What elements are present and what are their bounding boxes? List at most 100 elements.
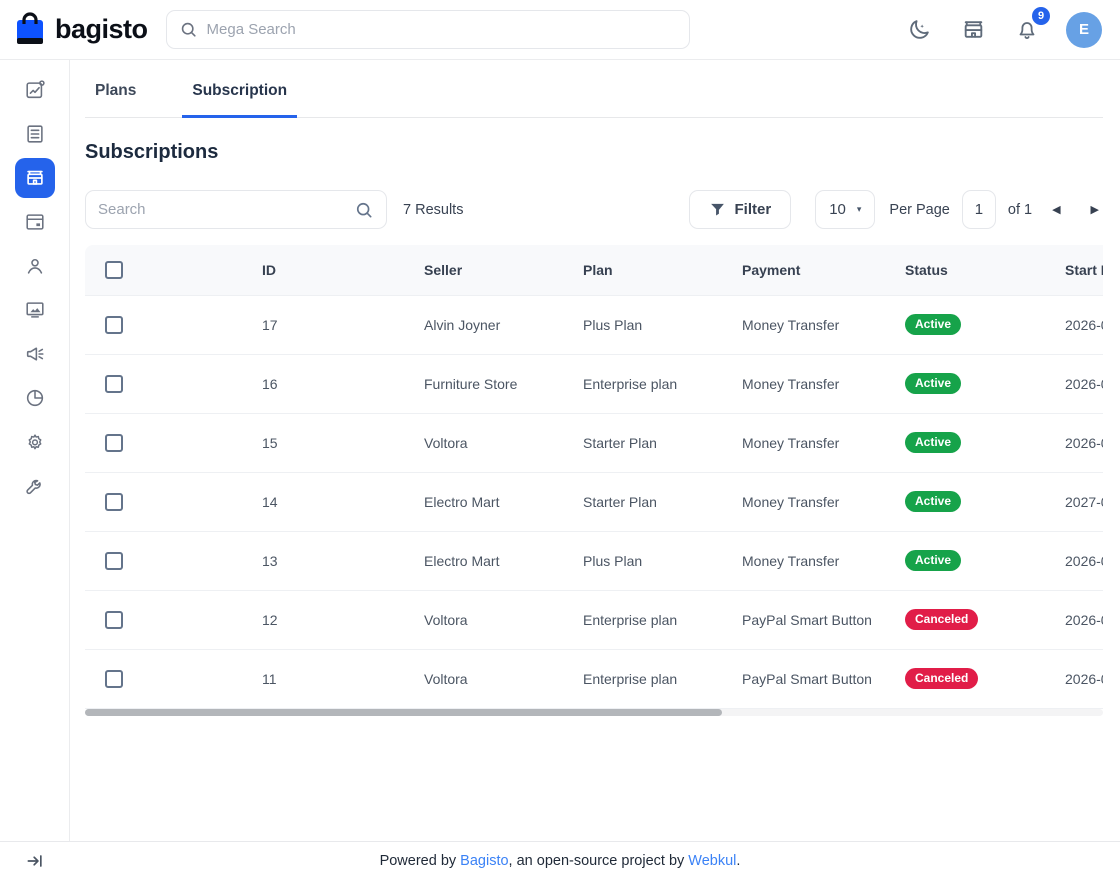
column-header-start-date: Start Date	[1065, 245, 1103, 295]
subscriptions-table-viewport: ID Seller Plan Payment Status Start Date…	[85, 245, 1103, 709]
subscriptions-table: ID Seller Plan Payment Status Start Date…	[85, 245, 1103, 709]
dark-mode-toggle[interactable]	[905, 15, 934, 44]
cell-status: Canceled	[905, 649, 1065, 709]
row-checkbox[interactable]	[105, 669, 123, 688]
tab-plans[interactable]: Plans	[85, 64, 146, 118]
cell-id: 12	[262, 590, 424, 650]
avatar-initial: E	[1078, 21, 1089, 38]
table-row: 15 Voltora Starter Plan Money Transfer A…	[85, 413, 1103, 473]
expand-sidebar-button[interactable]	[23, 849, 47, 873]
storefront-link[interactable]	[959, 15, 988, 44]
table-row: 16 Furniture Store Enterprise plan Money…	[85, 354, 1103, 414]
notification-count-badge: 9	[1032, 6, 1050, 25]
status-badge: Active	[905, 373, 962, 394]
bagisto-link[interactable]: Bagisto	[460, 853, 509, 869]
cell-seller: Voltora	[424, 413, 583, 473]
next-page-button[interactable]: ▶	[1087, 199, 1103, 220]
cell-id: 15	[262, 413, 424, 473]
row-checkbox[interactable]	[105, 433, 123, 452]
per-page-select[interactable]: 10 ▾	[815, 190, 876, 229]
row-checkbox[interactable]	[105, 551, 123, 570]
row-checkbox[interactable]	[105, 610, 123, 629]
credits-middle-text: , an open-source project by	[508, 853, 689, 869]
cell-payment: Money Transfer	[742, 531, 905, 591]
grid-search-input[interactable]	[98, 201, 346, 218]
mega-search-input[interactable]	[206, 21, 677, 38]
cell-status: Active	[905, 531, 1065, 591]
page-number-input[interactable]	[961, 190, 996, 229]
search-icon	[356, 202, 372, 217]
customers-icon	[27, 258, 42, 274]
cell-start-date: 2027-0	[1065, 472, 1103, 532]
tab-subscription[interactable]: Subscription	[182, 64, 298, 118]
cell-start-date: 2026-0	[1065, 590, 1103, 650]
cell-seller: Electro Mart	[424, 531, 583, 591]
sidebar-item-dashboard[interactable]	[15, 70, 55, 110]
table-body: 17 Alvin Joyner Plus Plan Money Transfer…	[85, 294, 1103, 709]
sidebar-item-reporting[interactable]	[15, 378, 55, 418]
page-title: Subscriptions	[85, 141, 219, 163]
marketing-icon	[26, 347, 44, 361]
sidebar-item-configure[interactable]	[15, 466, 55, 506]
sidebar-item-cms[interactable]	[15, 290, 55, 330]
cell-payment: PayPal Smart Button	[742, 590, 905, 650]
status-badge: Canceled	[905, 609, 979, 630]
cell-seller: Electro Mart	[424, 472, 583, 532]
filter-button[interactable]: Filter	[688, 190, 792, 229]
filter-icon	[710, 203, 724, 216]
sidebar-item-settings[interactable]	[15, 422, 55, 462]
cell-id: 16	[262, 354, 424, 414]
column-header-payment: Payment	[742, 245, 905, 295]
cell-plan: Enterprise plan	[583, 590, 742, 650]
cell-plan: Plus Plan	[583, 294, 742, 355]
table-row: 14 Electro Mart Starter Plan Money Trans…	[85, 472, 1103, 532]
select-all-checkbox[interactable]	[105, 260, 123, 279]
cell-seller: Alvin Joyner	[424, 294, 583, 355]
cell-plan: Enterprise plan	[583, 354, 742, 414]
cell-status: Active	[905, 294, 1065, 355]
cell-start-date: 2026-0	[1065, 294, 1103, 355]
arrow-right-to-bar-icon	[27, 855, 42, 867]
cell-status: Canceled	[905, 590, 1065, 650]
cell-start-date: 2026-0	[1065, 531, 1103, 591]
cell-id: 17	[262, 294, 424, 355]
column-header-seller: Seller	[424, 245, 583, 295]
previous-page-button[interactable]: ◀	[1048, 199, 1064, 220]
store-icon	[964, 21, 983, 38]
configure-icon	[25, 479, 41, 495]
collapse-zone	[0, 849, 70, 873]
main-content: Plans Subscription Subscriptions 7 Resul…	[70, 60, 1120, 841]
footer: Powered by Bagisto, an open-source proje…	[0, 841, 1120, 880]
cell-payment: Money Transfer	[742, 472, 905, 532]
filter-label: Filter	[734, 201, 772, 218]
shopping-bag-icon	[17, 11, 43, 44]
sidebar-item-marketing[interactable]	[15, 334, 55, 374]
table-row: 17 Alvin Joyner Plus Plan Money Transfer…	[85, 294, 1103, 355]
column-header-status: Status	[905, 245, 1065, 295]
dashboard-icon	[25, 80, 45, 99]
marketplace-icon	[26, 170, 43, 185]
chevron-left-icon: ◀	[1052, 204, 1061, 216]
cell-id: 13	[262, 531, 424, 591]
cell-id: 11	[262, 649, 424, 709]
cell-seller: Voltora	[424, 590, 583, 650]
sidebar-item-marketplace[interactable]	[14, 158, 55, 198]
cell-plan: Plus Plan	[583, 531, 742, 591]
row-checkbox[interactable]	[105, 492, 123, 511]
sidebar-item-sales[interactable]	[15, 114, 55, 154]
top-right-actions: 9 E	[905, 6, 1102, 48]
cms-icon	[25, 302, 44, 318]
table-header-row: ID Seller Plan Payment Status Start Date	[85, 245, 1103, 295]
sales-icon	[26, 125, 43, 143]
webkul-link[interactable]: Webkul	[688, 853, 737, 869]
cell-payment: Money Transfer	[742, 354, 905, 414]
bagisto-logo[interactable]: bagisto	[14, 11, 148, 48]
scrollbar-thumb[interactable]	[85, 708, 723, 716]
catalog-icon	[25, 214, 44, 230]
sidebar-item-catalog[interactable]	[15, 202, 55, 242]
notifications-button[interactable]: 9	[1013, 6, 1050, 44]
row-checkbox[interactable]	[105, 374, 123, 393]
avatar[interactable]: E	[1066, 11, 1102, 48]
row-checkbox[interactable]	[105, 315, 123, 334]
sidebar-item-customers[interactable]	[15, 246, 55, 286]
